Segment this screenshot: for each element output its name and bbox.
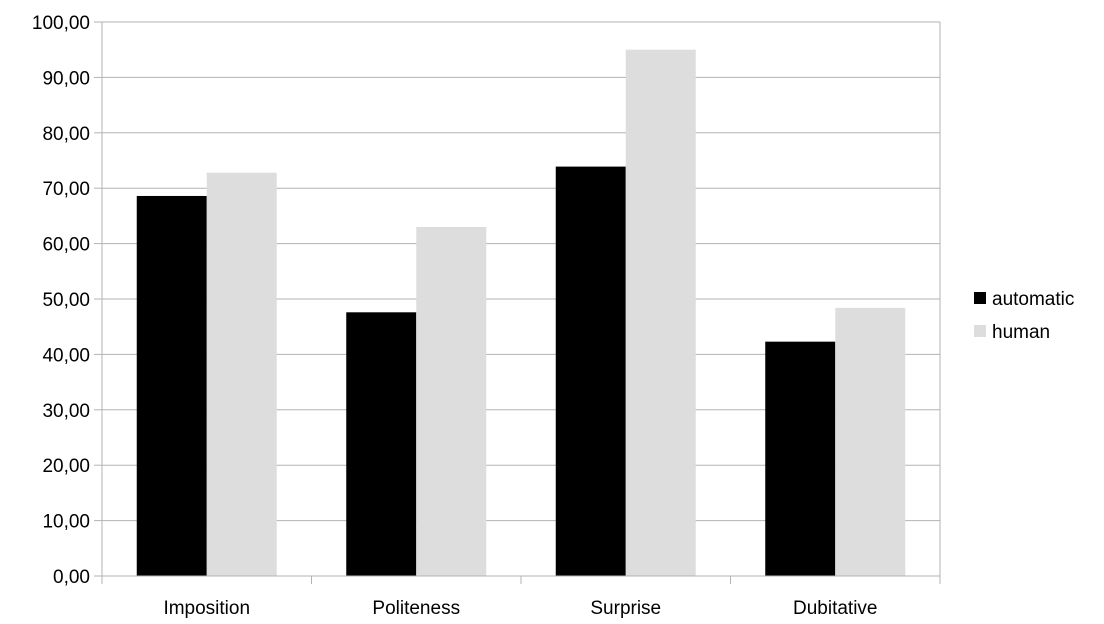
y-tick-label: 30,00 bbox=[42, 401, 90, 422]
y-tick-label: 60,00 bbox=[42, 235, 90, 256]
y-tick-label: 0,00 bbox=[53, 567, 90, 588]
bar-human bbox=[206, 172, 277, 577]
y-tick-label: 80,00 bbox=[42, 124, 90, 145]
y-tick-label: 20,00 bbox=[42, 456, 90, 477]
bar-human bbox=[625, 49, 696, 576]
x-tick-label: Politeness bbox=[372, 598, 460, 619]
y-tick-label: 10,00 bbox=[42, 512, 90, 533]
y-tick-label: 40,00 bbox=[42, 345, 90, 366]
bar-automatic bbox=[765, 341, 836, 576]
bar-automatic bbox=[346, 312, 417, 576]
y-tick-label: 70,00 bbox=[42, 179, 90, 200]
axes: 0,00 10,00 20,00 30,00 40,00 50,00 60,00 70,00 8… bbox=[32, 13, 941, 619]
bar-human bbox=[416, 226, 487, 577]
x-tick-label: Dubitative bbox=[793, 598, 878, 619]
x-tick-label: Surprise bbox=[590, 598, 661, 619]
legend-swatch-automatic bbox=[974, 292, 986, 304]
bars bbox=[136, 49, 906, 577]
y-tick-label: 100,00 bbox=[32, 13, 90, 34]
legend-swatch-human bbox=[974, 325, 986, 337]
legend-label-automatic: automatic bbox=[992, 289, 1074, 310]
bar-automatic bbox=[555, 166, 626, 576]
legend-label-human: human bbox=[992, 322, 1050, 343]
x-tick-label: Imposition bbox=[163, 598, 250, 619]
bar-human bbox=[835, 307, 906, 576]
bar-automatic bbox=[136, 195, 207, 576]
y-tick-label: 90,00 bbox=[42, 68, 90, 89]
y-tick-label: 50,00 bbox=[42, 290, 90, 311]
legend: automatic human bbox=[974, 289, 1074, 343]
